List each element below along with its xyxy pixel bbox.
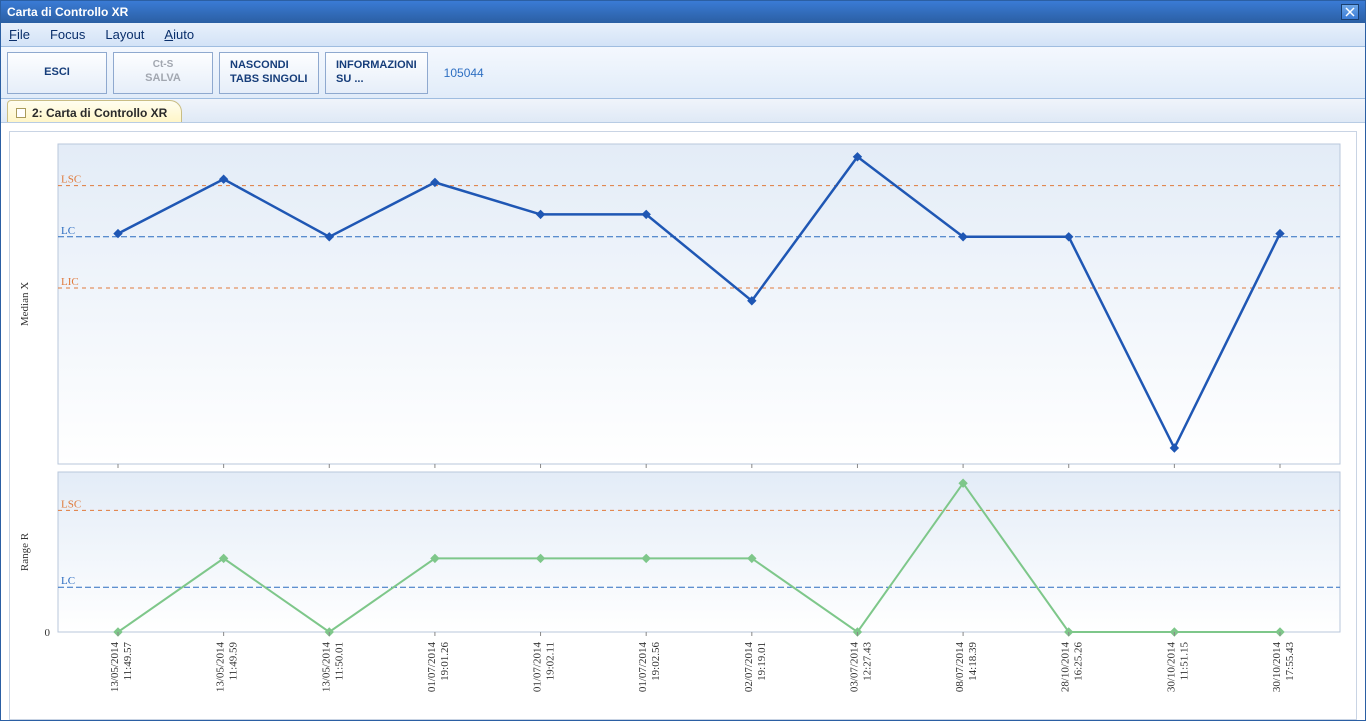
svg-text:11:49.59: 11:49.59 xyxy=(228,642,240,681)
svg-text:19:19.01: 19:19.01 xyxy=(756,642,768,681)
control-chart-svg: LSCLCLICMedian XLSCLCRange R013/05/20141… xyxy=(10,132,1356,722)
informazioni-button[interactable]: INFORMAZIONI SU ... xyxy=(325,52,428,94)
svg-text:08/07/2014: 08/07/2014 xyxy=(954,642,966,693)
window-title: Carta di Controllo XR xyxy=(7,5,128,19)
tab-square-icon xyxy=(16,108,26,118)
record-code: 105044 xyxy=(434,66,484,80)
menu-file[interactable]: File xyxy=(5,25,34,44)
svg-text:19:02.11: 19:02.11 xyxy=(545,642,557,680)
svg-text:LSC: LSC xyxy=(61,498,81,510)
menu-layout[interactable]: Layout xyxy=(101,25,148,44)
svg-text:30/10/2014: 30/10/2014 xyxy=(1165,642,1177,693)
svg-text:Range R: Range R xyxy=(19,532,31,571)
svg-text:02/07/2014: 02/07/2014 xyxy=(743,642,755,693)
salva-button: Ct-S SALVA xyxy=(113,52,213,94)
svg-text:01/07/2014: 01/07/2014 xyxy=(532,642,544,693)
charts-container: LSCLCLICMedian XLSCLCRange R013/05/20141… xyxy=(9,131,1357,720)
svg-text:01/07/2014: 01/07/2014 xyxy=(426,642,438,693)
svg-text:LIC: LIC xyxy=(61,276,79,288)
svg-text:LC: LC xyxy=(61,575,75,587)
menu-help[interactable]: Aiuto xyxy=(160,25,198,44)
title-bar: Carta di Controllo XR xyxy=(1,1,1365,23)
menu-bar: File Focus Layout Aiuto xyxy=(1,23,1365,47)
window-close-button[interactable] xyxy=(1341,4,1359,20)
tab-label: 2: Carta di Controllo XR xyxy=(32,106,167,120)
tab-bar: 2: Carta di Controllo XR xyxy=(1,99,1365,123)
svg-text:Median X: Median X xyxy=(19,282,31,326)
svg-text:30/10/2014: 30/10/2014 xyxy=(1271,642,1283,693)
menu-focus[interactable]: Focus xyxy=(46,25,89,44)
app-window: Carta di Controllo XR File Focus Layout … xyxy=(0,0,1366,721)
svg-text:17:55.43: 17:55.43 xyxy=(1284,642,1296,681)
close-icon xyxy=(1345,7,1355,17)
svg-text:14:18.39: 14:18.39 xyxy=(967,642,979,681)
svg-text:LC: LC xyxy=(61,225,75,237)
svg-text:12:27.43: 12:27.43 xyxy=(861,642,873,681)
esci-button[interactable]: ESCI xyxy=(7,52,107,94)
tab-carta-controllo[interactable]: 2: Carta di Controllo XR xyxy=(7,100,182,122)
toolbar: ESCI Ct-S SALVA NASCONDI TABS SINGOLI IN… xyxy=(1,47,1365,99)
svg-text:01/07/2014: 01/07/2014 xyxy=(637,642,649,693)
svg-text:13/05/2014: 13/05/2014 xyxy=(215,642,227,693)
svg-text:11:51.15: 11:51.15 xyxy=(1178,642,1190,681)
svg-text:13/05/2014: 13/05/2014 xyxy=(109,642,121,693)
svg-text:11:49.57: 11:49.57 xyxy=(122,642,134,681)
svg-text:19:02.56: 19:02.56 xyxy=(650,642,662,681)
svg-text:19:01.26: 19:01.26 xyxy=(439,642,451,681)
svg-text:03/07/2014: 03/07/2014 xyxy=(848,642,860,693)
svg-text:LSC: LSC xyxy=(61,174,81,186)
svg-text:16:25.26: 16:25.26 xyxy=(1073,642,1085,681)
content-area: LSCLCLICMedian XLSCLCRange R013/05/20141… xyxy=(1,123,1365,720)
svg-text:0: 0 xyxy=(45,627,51,639)
nascondi-tabs-button[interactable]: NASCONDI TABS SINGOLI xyxy=(219,52,319,94)
svg-text:28/10/2014: 28/10/2014 xyxy=(1060,642,1072,693)
svg-text:11:50.01: 11:50.01 xyxy=(333,642,345,680)
svg-text:13/05/2014: 13/05/2014 xyxy=(320,642,332,693)
